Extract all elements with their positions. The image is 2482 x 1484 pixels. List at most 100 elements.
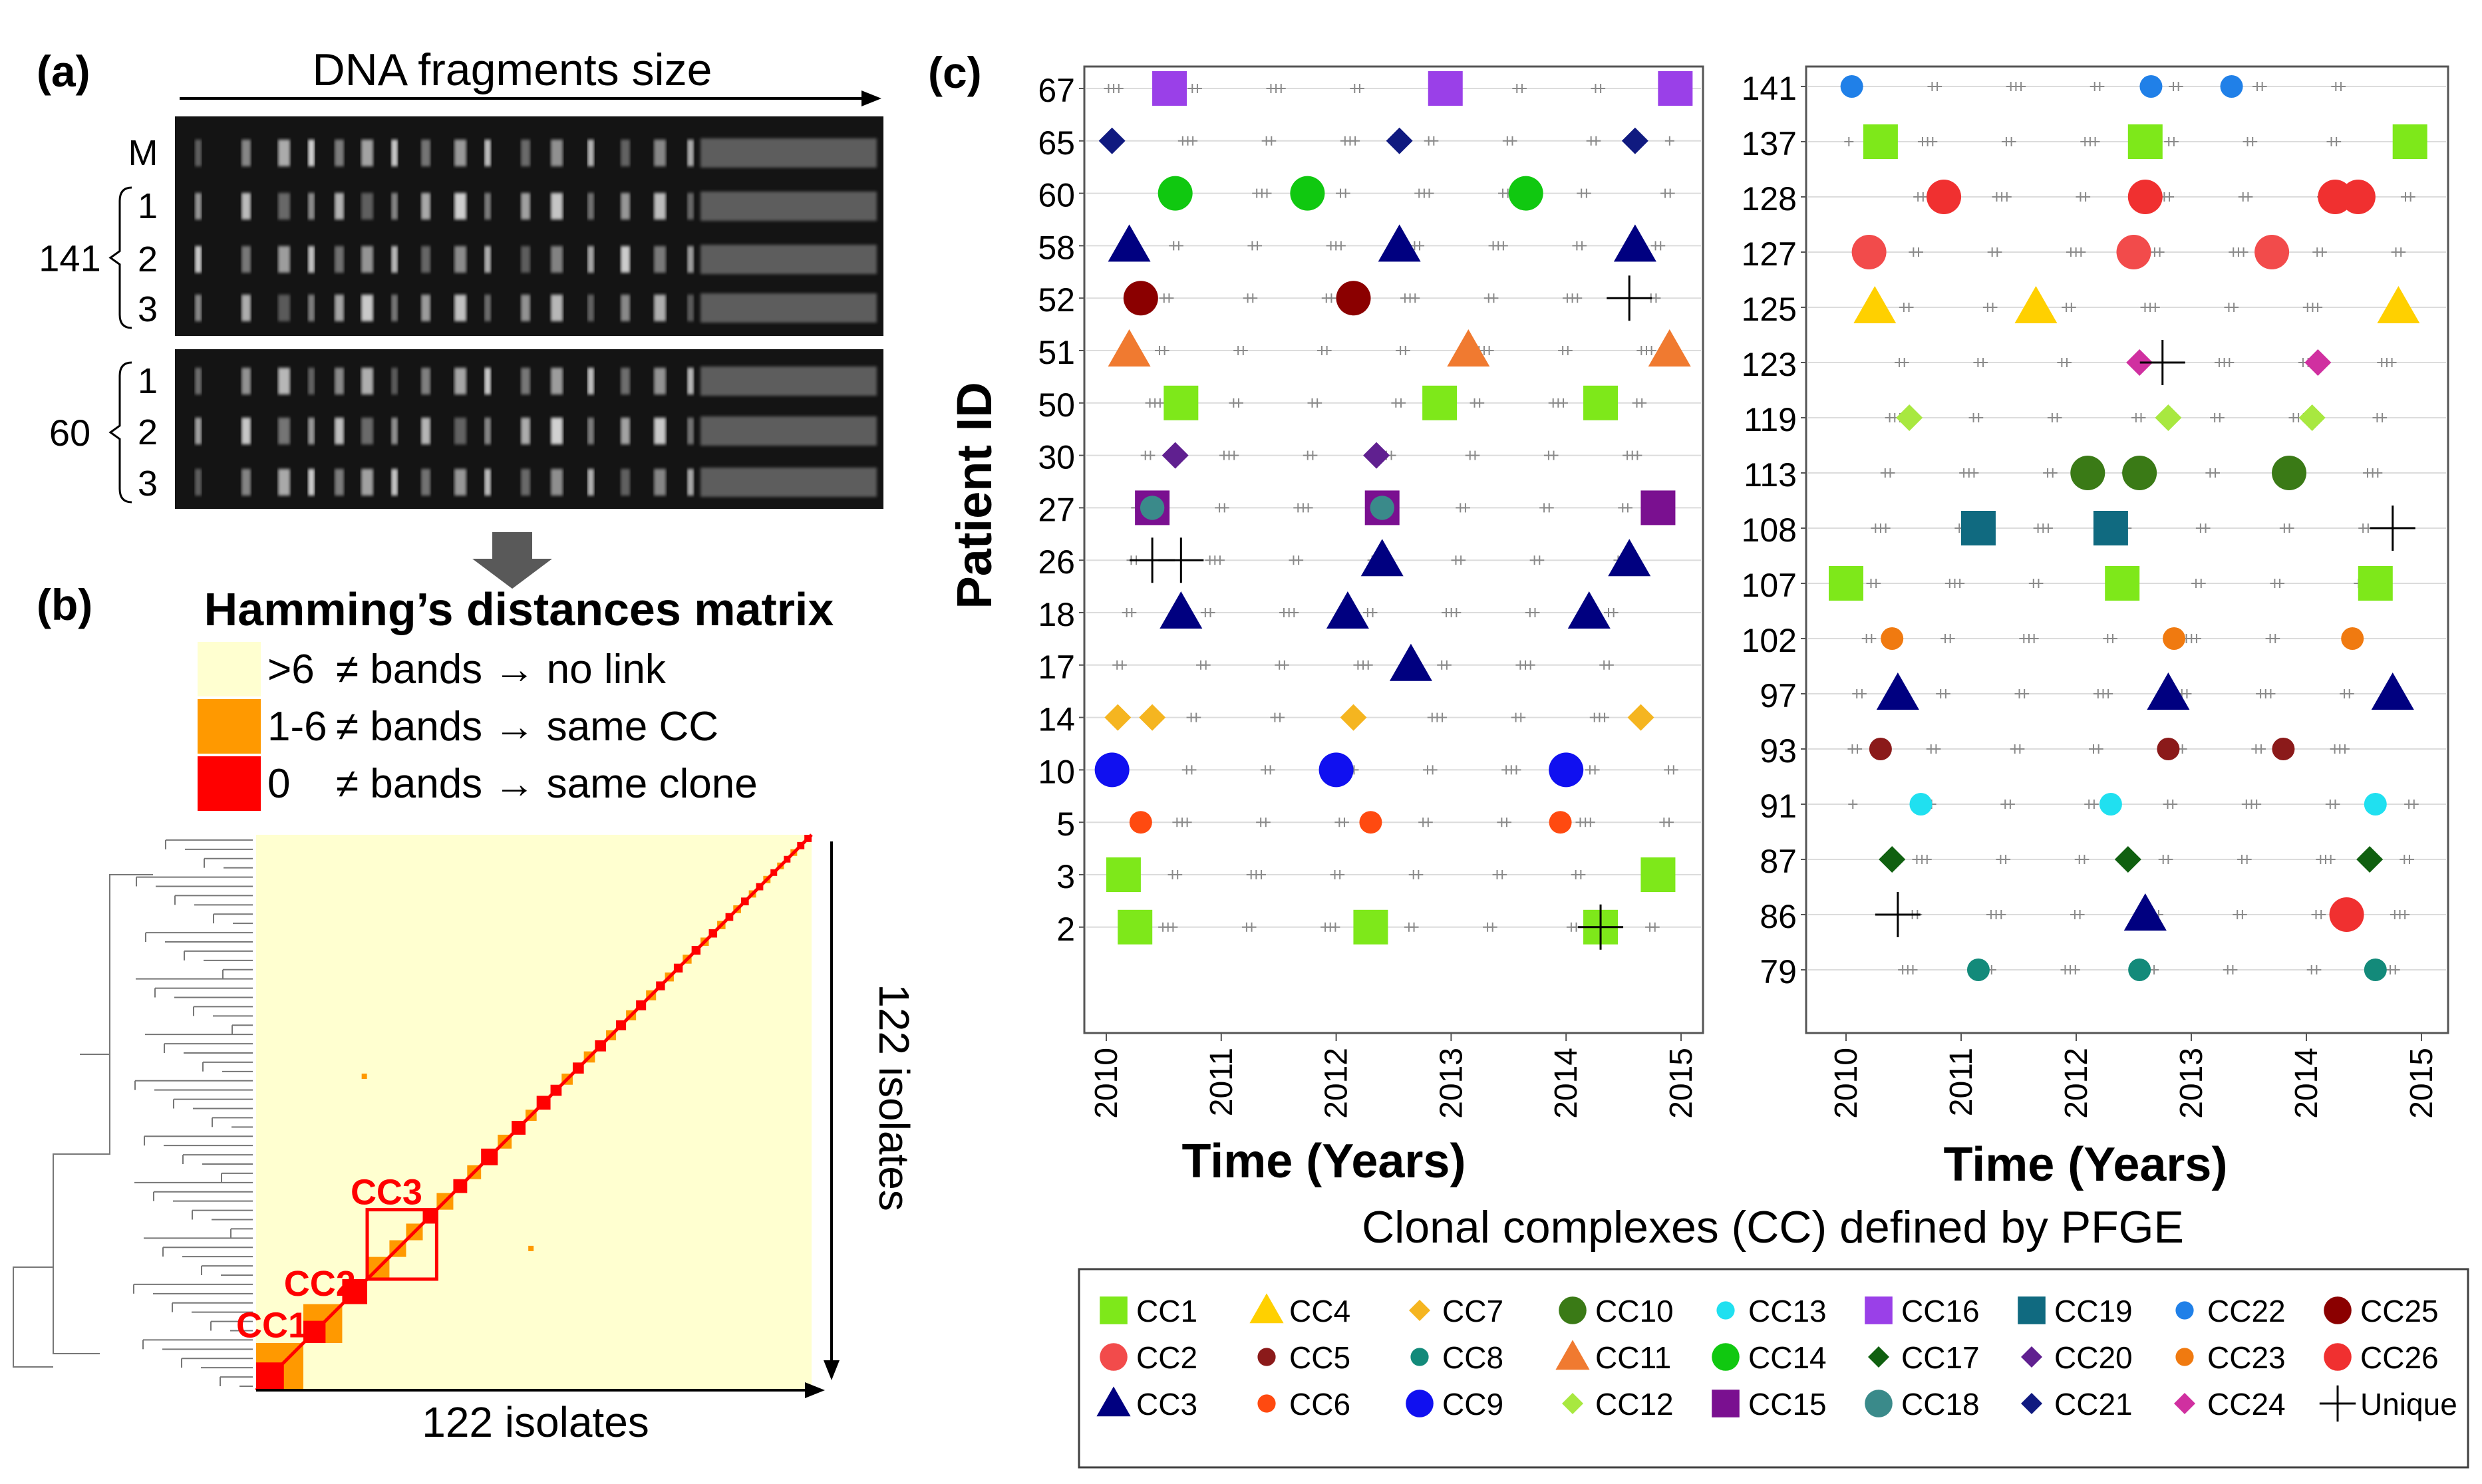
legend-swatch <box>198 699 261 754</box>
marker-cc2 <box>1100 1343 1128 1371</box>
x-axis-title-right: Time (Years) <box>1944 1138 2228 1191</box>
marker-cc13 <box>1909 793 1933 816</box>
gel-patient-label: 60 <box>49 412 90 454</box>
legend-label: CC9 <box>1442 1387 1503 1421</box>
gel-lane-number: 2 <box>138 239 158 279</box>
gel-band <box>587 368 594 394</box>
scatter-plot-left: 67 65 60 58 52 51 50 30 27 26 18 17 14 10 5 3 2 2010 2011 2… <box>1038 65 1704 1119</box>
marker-cc12 <box>2298 404 2326 431</box>
gel-band <box>308 140 315 166</box>
marker-cc16 <box>1152 71 1187 106</box>
marker-cc14 <box>1712 1343 1740 1371</box>
y-tick-label: 67 <box>1038 72 1075 109</box>
marker-cc3 <box>1160 591 1203 629</box>
gel-band <box>551 295 563 321</box>
gel-smear <box>700 293 877 323</box>
legend-range: 0 <box>267 761 290 807</box>
marker-cc3 <box>1389 643 1432 681</box>
legend-label: CC26 <box>2360 1340 2439 1375</box>
legend-label: CC20 <box>2054 1340 2133 1375</box>
gel-band <box>454 246 466 273</box>
gel-band <box>687 469 694 496</box>
gel-band <box>335 418 344 444</box>
gel-band <box>687 418 694 444</box>
marker-cc4 <box>1853 286 1897 323</box>
gel-lane-labels: 1 2 3 141 1 2 3 60 <box>39 186 158 504</box>
gel-band <box>278 418 290 444</box>
marker-cc1 <box>1640 857 1676 892</box>
matrix-y-label: 122 isolates <box>870 984 918 1211</box>
y-tick-label: 127 <box>1742 235 1797 273</box>
marker-cc13 <box>2099 793 2122 816</box>
gel-band <box>278 246 290 273</box>
gel-band <box>654 295 666 321</box>
marker-cc23 <box>2341 627 2364 650</box>
gel-band <box>361 368 373 394</box>
gel-band <box>421 246 430 273</box>
marker-cc26 <box>2329 897 2364 932</box>
marker-cc3 <box>1613 224 1656 262</box>
marker-cc1 <box>2358 566 2393 601</box>
marker-cc9 <box>1319 752 1354 788</box>
gel-smear <box>700 367 877 396</box>
marker-cc16 <box>1865 1296 1893 1324</box>
y-tick-label: 2 <box>1056 911 1075 948</box>
legend-label: CC16 <box>1901 1294 1980 1328</box>
marker-cc3 <box>1378 224 1421 262</box>
y-tick-label: 26 <box>1038 543 1075 581</box>
gel-band <box>454 469 466 496</box>
gel-band <box>521 140 530 166</box>
matrix-x-arrowhead <box>805 1382 825 1398</box>
gel-band <box>587 295 594 321</box>
marker-cc14 <box>1508 176 1543 211</box>
marker-cc10 <box>2070 456 2105 490</box>
marker-cc13 <box>2364 793 2387 816</box>
gel-band <box>241 368 251 394</box>
marker-cc21 <box>1386 127 1413 154</box>
gel-band <box>391 140 398 166</box>
y-tick-label: 27 <box>1038 491 1075 528</box>
marker-cc3 <box>1608 539 1651 577</box>
gel-band <box>454 418 466 444</box>
marker-cc5 <box>2272 738 2295 760</box>
marker-cc9 <box>1094 752 1130 788</box>
y-tick-label: 123 <box>1742 346 1797 383</box>
gel-band <box>308 295 315 321</box>
gel-band <box>687 295 694 321</box>
gel-band <box>454 140 466 166</box>
marker-cc23 <box>2163 627 2186 650</box>
gel-marker-lane-label: M <box>128 133 158 173</box>
legend-label: CC7 <box>1442 1294 1503 1328</box>
marker-cc1 <box>1118 909 1153 945</box>
gel-band <box>621 368 630 394</box>
gel-lane-number: 1 <box>138 186 158 226</box>
x-tick-label: 2011 <box>1204 1048 1239 1116</box>
gel-band <box>391 418 398 444</box>
gel-image-bottom <box>175 349 883 509</box>
gel-lane-number: 3 <box>138 464 158 504</box>
marker-cc21 <box>2021 1393 2042 1414</box>
y-tick-label: 10 <box>1038 753 1075 790</box>
gel-bracket <box>108 186 132 329</box>
gel-band <box>551 368 563 394</box>
gel-band <box>421 368 430 394</box>
legend-label: CC19 <box>2054 1294 2133 1328</box>
marker-cc3 <box>1876 672 1919 710</box>
gel-band <box>484 193 491 220</box>
legend-label: CC21 <box>2054 1387 2133 1421</box>
x-tick-label: 2014 <box>2289 1048 2324 1119</box>
gel-band <box>308 246 315 273</box>
marker-cc6 <box>1129 811 1152 834</box>
marker-cc8 <box>2364 959 2387 981</box>
gel-band <box>621 246 630 273</box>
gel-band <box>335 295 344 321</box>
gel-lane-number: 2 <box>138 412 158 452</box>
gel-band <box>484 368 491 394</box>
y-tick-label: 17 <box>1038 649 1075 686</box>
marker-cc14 <box>1158 176 1193 211</box>
y-tick-label: 141 <box>1742 70 1797 107</box>
y-tick-label: 102 <box>1742 622 1797 659</box>
